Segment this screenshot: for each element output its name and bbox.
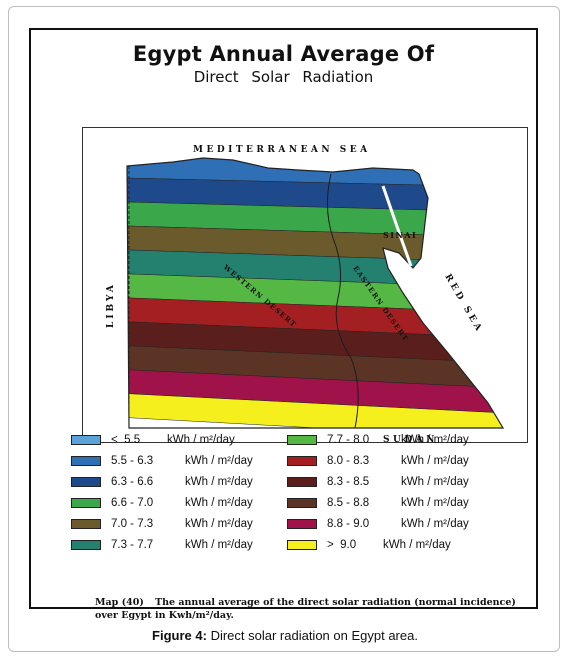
legend-item: 8.0 - 8.3 kWh / m²/day xyxy=(287,453,469,469)
legend-swatch xyxy=(287,477,317,487)
radiation-band xyxy=(127,177,503,213)
egypt-outline xyxy=(126,157,505,429)
legend-unit: kWh / m²/day xyxy=(185,476,253,488)
legend-range: 6.3 - 6.6 xyxy=(111,476,154,488)
label-sinai: SINAI xyxy=(383,230,417,240)
legend-range: 7.3 - 7.7 xyxy=(111,539,154,551)
legend-item: 7.3 - 7.7 kWh / m²/day xyxy=(71,537,253,553)
map-frame: Egypt Annual Average Of Direct Solar Rad… xyxy=(29,28,538,621)
legend-unit: kWh / m²/day xyxy=(167,434,235,446)
legend-unit: kWh / m²/day xyxy=(185,455,253,467)
radiation-band xyxy=(127,345,503,389)
legend-item: 8.3 - 8.5 kWh / m²/day xyxy=(287,474,469,490)
map-subtitle: Direct Solar Radiation xyxy=(193,68,374,86)
legend-unit: kWh / m²/day xyxy=(401,518,469,530)
legend-range: > 9.0 xyxy=(327,539,357,551)
map-caption: Map (40) The annual average of the direct… xyxy=(95,596,535,622)
radiation-band xyxy=(127,225,503,263)
legend-unit: kWh / m²/day xyxy=(383,539,451,551)
figure-caption: Figure 4: Direct solar radiation on Egyp… xyxy=(0,628,570,643)
legend-unit: kWh / m²/day xyxy=(185,518,253,530)
legend-item: < 5.5 kWh / m²/day xyxy=(71,432,235,448)
legend-range: 8.3 - 8.5 xyxy=(327,476,370,488)
legend-item: > 9.0 kWh / m²/day xyxy=(287,537,451,553)
legend-swatch xyxy=(287,456,317,466)
gulf-of-suez xyxy=(381,185,413,267)
legend-unit: kWh / m²/day xyxy=(401,476,469,488)
map-title: Egypt Annual Average Of xyxy=(132,42,435,66)
legend-item: 6.3 - 6.6 kWh / m²/day xyxy=(71,474,253,490)
egypt-map: MEDITERRANEAN SEA RED SEA LIBYA SUDAN SI… xyxy=(82,127,528,444)
map-number: Map (40) xyxy=(95,597,144,608)
legend-swatch xyxy=(71,519,101,529)
legend-swatch xyxy=(287,519,317,529)
legend-range: 8.0 - 8.3 xyxy=(327,455,370,467)
legend-range: 6.6 - 7.0 xyxy=(111,497,154,509)
legend-swatch xyxy=(71,540,101,550)
label-libya: LIBYA xyxy=(106,282,116,328)
legend-swatch xyxy=(71,456,101,466)
legend-unit: kWh / m²/day xyxy=(401,455,469,467)
legend-range: 5.5 - 6.3 xyxy=(111,455,154,467)
legend-unit: kWh / m²/day xyxy=(185,539,253,551)
radiation-band xyxy=(127,369,503,414)
legend-range: 7.7 - 8.0 xyxy=(327,434,370,446)
legend-swatch xyxy=(71,477,101,487)
radiation-band xyxy=(127,297,503,339)
legend-swatch xyxy=(287,435,317,445)
legend-item: 7.7 - 8.0 kWh / m²/day xyxy=(287,432,469,448)
legend-item: 6.6 - 7.0 kWh / m²/day xyxy=(71,495,253,511)
legend-unit: kWh / m²/day xyxy=(185,497,253,509)
map-caption-text: The annual average of the direct solar r… xyxy=(95,597,516,621)
legend-range: 8.8 - 9.0 xyxy=(327,518,370,530)
legend-swatch xyxy=(287,540,317,550)
figure-caption-text: Direct solar radiation on Egypt area. xyxy=(210,628,418,643)
legend-swatch xyxy=(287,498,317,508)
label-mediterranean-sea: MEDITERRANEAN SEA xyxy=(193,145,371,155)
legend-item: 8.5 - 8.8 kWh / m²/day xyxy=(287,495,469,511)
legend-item: 8.8 - 9.0 kWh / m²/day xyxy=(287,516,469,532)
nile-river xyxy=(326,173,359,429)
radiation-band xyxy=(127,393,503,428)
figure-label: Figure 4: xyxy=(152,628,207,643)
legend-range: 8.5 - 8.8 xyxy=(327,497,370,509)
egypt-map-svg: MEDITERRANEAN SEA RED SEA LIBYA SUDAN SI… xyxy=(106,145,505,444)
legend-item: 5.5 - 6.3 kWh / m²/day xyxy=(71,453,253,469)
legend-unit: kWh / m²/day xyxy=(401,497,469,509)
label-red-sea: RED SEA xyxy=(442,273,484,336)
legend-swatch xyxy=(71,435,101,445)
legend-swatch xyxy=(71,498,101,508)
legend-unit: kWh / m²/day xyxy=(401,434,469,446)
label-sudan: SUDAN xyxy=(383,435,438,444)
legend-range: < 5.5 xyxy=(111,434,141,446)
legend-item: 7.0 - 7.3 kWh / m²/day xyxy=(71,516,253,532)
legend-range: 7.0 - 7.3 xyxy=(111,518,154,530)
radiation-band xyxy=(127,321,503,364)
